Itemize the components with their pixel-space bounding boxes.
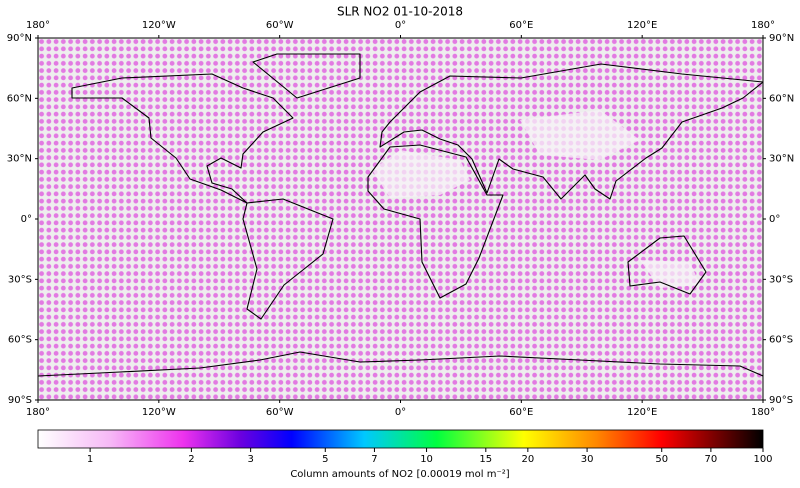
low-values-area (372, 110, 700, 288)
lat-label: 30°N (769, 154, 794, 165)
coastline (367, 144, 504, 299)
map (37, 37, 764, 401)
lon-label: 120°W (142, 407, 176, 418)
lon-label: 180° (751, 407, 775, 418)
lat-label: 90°S (8, 395, 32, 406)
lon-label: 60°E (509, 20, 533, 31)
lon-label: 60°E (509, 407, 533, 418)
colorbar-tick-label: 7 (371, 454, 377, 465)
colorbar-tick-label: 2 (188, 454, 194, 465)
lat-label: 90°N (769, 33, 794, 44)
no2-field (38, 38, 763, 400)
lat-label: 30°N (7, 154, 32, 165)
coastline (71, 73, 294, 204)
lon-label: 120°E (627, 407, 657, 418)
lat-label: 0° (769, 214, 780, 225)
colorbar-tick-label: 50 (655, 454, 668, 465)
lat-label: 0° (21, 214, 32, 225)
lat-label: 60°S (8, 335, 32, 346)
coastline (242, 198, 334, 320)
colorbar-tick-label: 5 (322, 454, 328, 465)
lon-label: 120°W (142, 20, 176, 31)
lon-label: 60°W (266, 20, 294, 31)
coastline (37, 351, 764, 377)
lat-label: 30°S (769, 274, 793, 285)
lon-label: 180° (26, 407, 50, 418)
colorbar-tick-label: 1 (87, 454, 93, 465)
lon-label: 60°W (266, 407, 294, 418)
colorbar-tick-label: 30 (581, 454, 594, 465)
coastline (627, 235, 707, 295)
colorbar-tick-label: 15 (479, 454, 492, 465)
coastlines (37, 53, 764, 377)
lon-label: 180° (26, 20, 50, 31)
lat-label: 60°S (769, 335, 793, 346)
lat-label: 30°S (8, 274, 32, 285)
lon-label: 120°E (627, 20, 657, 31)
colorbar-tick-label: 70 (705, 454, 718, 465)
colorbar-ramp (37, 429, 764, 449)
colorbar: Column amounts of NO2 [0.00019 mol m⁻²] (37, 429, 764, 480)
colorbar-tick-label: 3 (247, 454, 253, 465)
lon-label: 0° (395, 20, 406, 31)
colorbar-tick-label: 10 (420, 454, 433, 465)
lat-label: 90°N (7, 33, 32, 44)
colorbar-label: Column amounts of NO2 [0.00019 mol m⁻²] (290, 469, 509, 480)
lon-label: 0° (395, 407, 406, 418)
lat-label: 90°S (769, 395, 793, 406)
coastline (379, 63, 764, 200)
title: SLR NO2 01-10-2018 (337, 5, 463, 19)
lat-label: 60°N (769, 93, 794, 104)
lat-label: 60°N (7, 93, 32, 104)
lon-label: 180° (751, 20, 775, 31)
colorbar-tick-label: 100 (753, 454, 772, 465)
coastline (252, 53, 361, 99)
colorbar-tick-label: 20 (521, 454, 534, 465)
